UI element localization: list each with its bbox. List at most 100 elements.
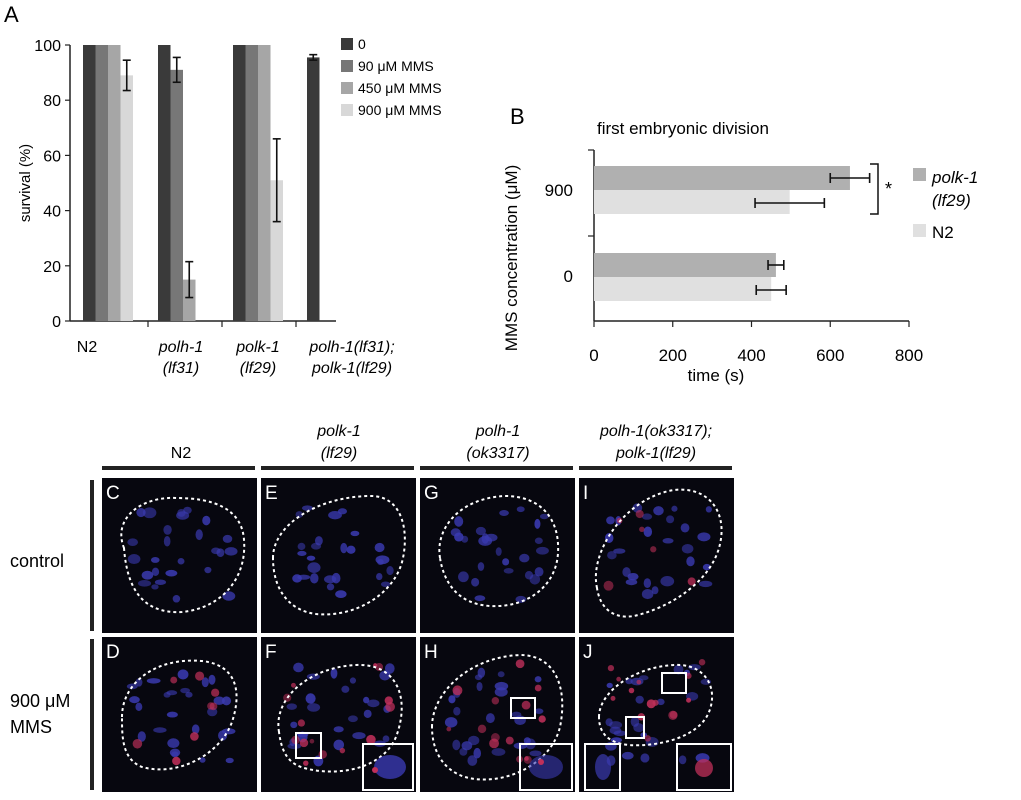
nucleus [195,529,203,541]
inset-box [584,743,621,791]
zoom-box [295,732,322,759]
red-focus [339,747,346,754]
column-header-bar [420,466,573,470]
column-header-bar [102,466,255,470]
nucleus [534,567,544,577]
legend-swatch [341,38,353,50]
nucleus [380,581,391,588]
panel-b-ylabel: MMS concentration (μM) [502,165,521,351]
red-focus [650,546,657,553]
nucleus [651,586,659,595]
nucleus [622,567,631,577]
nucleus [384,663,395,674]
legend-swatch [341,82,353,94]
nucleus [666,515,675,524]
nucleus [167,738,180,749]
nucleus [290,721,298,729]
panel-label: G [424,483,439,504]
nucleus [137,731,146,742]
nuclei-group [126,669,236,766]
nucleus [523,737,531,745]
micrograph-image [261,478,416,633]
nucleus [475,526,486,536]
bar [594,190,790,214]
red-focus [687,577,696,586]
nucleus [314,536,323,546]
column-header: (lf29) [321,445,357,462]
nucleus [350,530,360,537]
nucleus [640,753,650,763]
nucleus [382,735,390,743]
nucleus [165,569,178,577]
nucleus [621,751,634,760]
legend-label: 450 μM MMS [358,80,442,96]
inset-focus [538,759,544,765]
nucleus [678,755,687,765]
nucleus [324,575,337,584]
nucleus [208,674,216,685]
column-header: polk-1(lf29) [615,445,696,462]
inset-box [362,743,414,791]
nucleus [363,709,372,718]
nucleus [213,696,225,705]
red-focus [195,671,205,681]
nucleus [535,546,549,555]
nucleus [625,579,638,586]
nucleus [141,570,154,580]
red-focus [299,738,309,748]
significance-asterisk: * [885,179,892,199]
nucleus [295,511,304,518]
nucleus [166,711,178,718]
panel-label: E [265,483,278,504]
nucleus [638,675,649,681]
nucleus [534,518,541,529]
legend-label: (lf29) [932,191,971,210]
category-label: (lf29) [240,360,276,377]
red-focus [628,687,635,694]
nucleus [702,563,711,571]
nucleus [151,584,159,590]
column-header: polh-1(ok3317); [599,423,712,440]
nucleus [485,713,495,724]
nucleus [484,533,498,542]
red-focus [366,734,376,745]
x-tick-label: 200 [659,346,687,365]
nucleus [330,668,338,679]
nucleus [448,695,456,704]
nucleus [529,574,541,585]
bar [83,45,96,321]
nucleus [199,757,206,763]
red-focus [686,697,692,703]
nucleus [135,702,143,712]
nucleus [297,542,306,551]
inset-box [676,743,732,791]
nuclei-group [292,505,394,598]
nucleus [333,739,345,751]
nucleus [641,588,654,600]
nucleus [444,717,458,728]
nucleus [633,723,645,733]
nucleus [224,547,238,556]
red-focus [639,526,645,533]
red-focus [534,684,542,692]
nucleus [136,507,146,518]
nucleus [519,553,530,563]
row-label: MMS [10,717,52,737]
nucleus [306,555,316,561]
nucleus [201,677,209,688]
nucleus [511,711,522,718]
nucleus [474,595,486,602]
nucleus [643,578,652,589]
nucleus [172,595,181,603]
nucleus [461,535,469,543]
nucleus [471,577,480,587]
nucleus [607,551,617,560]
y-tick-label: 100 [34,38,61,55]
red-focus [505,736,514,745]
nucleus [191,724,200,735]
nucleus [177,669,189,680]
panel-label: F [265,642,277,663]
column-header: polk-1 [316,423,361,440]
red-focus [521,700,531,710]
red-focus [610,695,616,701]
